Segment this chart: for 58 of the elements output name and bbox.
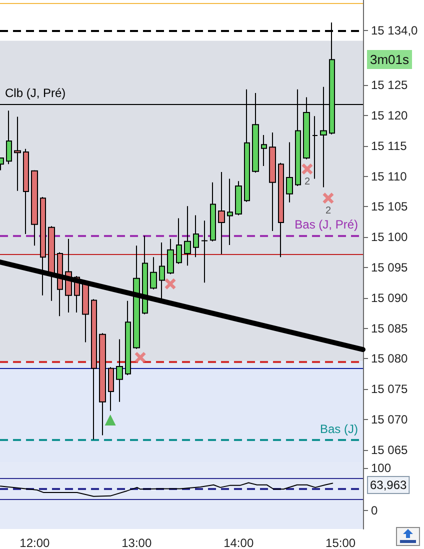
y-tick-label: 15 080 (371, 352, 408, 366)
x-tick-label: 13:00 (122, 536, 152, 549)
candlestick (176, 218, 182, 264)
y-tick-label: 15 105 (371, 200, 408, 214)
annotation: 2 (325, 206, 332, 217)
x-tick-label: 12:00 (20, 536, 50, 549)
point (302, 163, 313, 174)
y-tick-label: 15 125 (371, 78, 408, 92)
y-tick-label: 15 090 (371, 290, 408, 305)
point (322, 192, 334, 204)
y-tick-label: 15 070 (371, 412, 408, 426)
y-tick-label: 15 085 (371, 321, 408, 336)
x-tick-label: 15:00 (326, 536, 356, 549)
y-tick-label: 15 075 (371, 382, 408, 396)
ref-line-label: Bas (J, Pré) (294, 217, 358, 232)
candlestick (91, 298, 97, 440)
point (134, 352, 146, 363)
candlestick (99, 332, 106, 436)
x-tick-label: 14:00 (224, 536, 254, 549)
annotation: 2 (304, 176, 310, 188)
candlestick (278, 162, 284, 258)
y-tick-label: 15 095 (371, 260, 408, 274)
candlestick (116, 338, 123, 402)
candlestick (167, 238, 174, 275)
candlestick (14, 116, 21, 192)
candlestick (201, 220, 208, 284)
candlestick (286, 142, 293, 203)
candlestick (23, 148, 29, 235)
candlestick (193, 214, 199, 258)
y-tick-label: 15 120 (371, 108, 408, 122)
point (104, 414, 116, 426)
y-tick-label: 0 (371, 503, 378, 518)
y-tick-label: 15 065 (371, 442, 408, 457)
point (164, 278, 176, 290)
y-tick-label: 15 100 (371, 230, 408, 244)
text: 63,963 (370, 478, 408, 492)
candlestick (31, 170, 38, 246)
candlestick (261, 134, 267, 166)
candlestick (210, 182, 216, 242)
candlestick (108, 366, 114, 412)
candlestick (82, 282, 89, 343)
line-series (0, 482, 334, 497)
candlestick (269, 132, 276, 232)
candlestick (150, 256, 157, 290)
candlestick (235, 180, 242, 216)
ref-line-label: Clb (J, Pré) (5, 86, 66, 100)
candlestick (125, 300, 131, 376)
candlestick (6, 110, 12, 165)
candlestick (184, 206, 191, 266)
y-tick-label: 15 110 (371, 169, 408, 184)
candlestick (218, 172, 225, 255)
y-tick-label: 100 (371, 460, 392, 475)
candlestick (227, 178, 233, 246)
y-tick-label: 15 134,0 (371, 23, 418, 38)
candlestick (312, 116, 318, 180)
ref-line-label: Bas (J) (320, 422, 358, 436)
text: 3m01s (370, 52, 410, 67)
y-tick-label: 15 115 (371, 138, 408, 153)
